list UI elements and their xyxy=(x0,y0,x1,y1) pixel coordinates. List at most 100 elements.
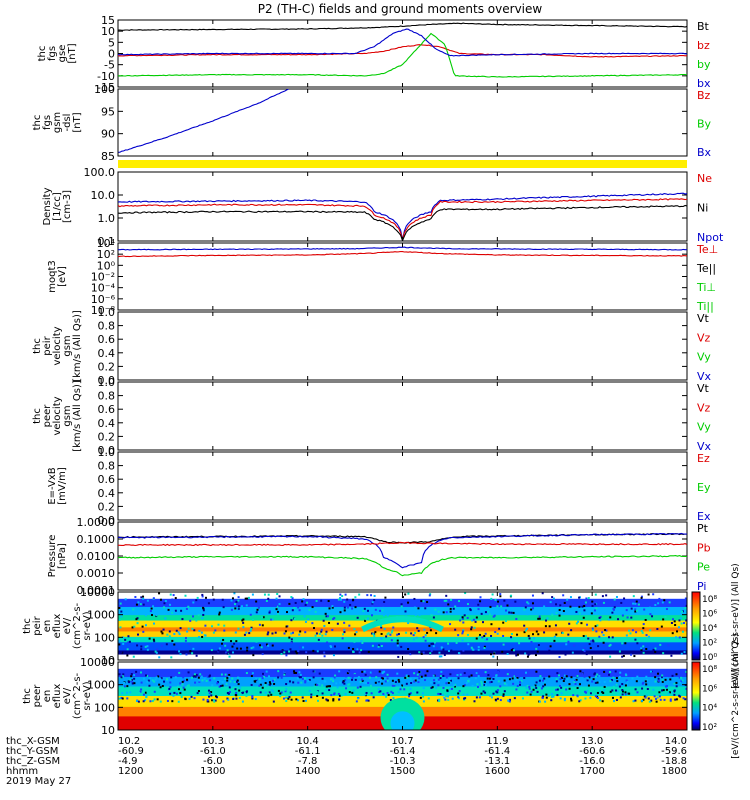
y-tick-label: 10⁻⁶ xyxy=(91,293,116,306)
y-tick-label: 10 xyxy=(101,724,115,737)
spectrogram-speckle xyxy=(430,686,433,689)
spectrogram-speckle xyxy=(601,631,604,634)
spectrogram-speckle xyxy=(461,617,464,620)
spectrogram-speckle xyxy=(449,602,452,605)
spectrogram-speckle xyxy=(582,635,585,638)
spectrogram-speckle xyxy=(159,598,162,601)
spectrogram-speckle xyxy=(265,670,268,673)
spectrogram-speckle xyxy=(351,678,354,681)
spectrogram-speckle xyxy=(484,671,487,674)
spectrogram-speckle xyxy=(447,603,450,606)
spectrogram-speckle xyxy=(246,688,249,691)
spectrogram-speckle xyxy=(285,625,288,628)
spectrogram-speckle xyxy=(539,685,542,688)
spectrogram-speckle xyxy=(570,676,573,679)
spectrogram-speckle xyxy=(669,675,672,678)
spectrogram-speckle xyxy=(591,604,594,607)
spectrogram-speckle xyxy=(655,675,658,678)
spectrogram-speckle xyxy=(283,688,286,691)
spectrogram-band xyxy=(118,686,687,697)
spectrogram-speckle xyxy=(139,690,142,693)
spectrogram-speckle xyxy=(462,629,465,632)
spectrogram-speckle xyxy=(435,632,438,635)
spectrogram-speckle xyxy=(584,601,587,604)
spectrogram-speckle xyxy=(576,694,579,697)
spectrogram-speckle xyxy=(626,680,629,683)
spectrogram-speckle xyxy=(578,612,581,615)
spectrogram-speckle xyxy=(565,674,568,677)
spectrogram-speckle xyxy=(484,638,487,641)
y-axis-label: Pressure xyxy=(47,535,58,578)
spectrogram-speckle xyxy=(209,679,212,682)
y-tick-label: 10 xyxy=(101,25,115,38)
spectrogram-speckle xyxy=(470,628,473,631)
spectrogram-speckle xyxy=(624,693,627,696)
spectrogram-speckle xyxy=(355,700,358,703)
spectrogram-speckle xyxy=(366,617,369,620)
spectrogram-speckle xyxy=(366,699,369,702)
spectrogram-speckle xyxy=(657,602,660,605)
spectrogram-speckle xyxy=(175,648,178,651)
spectrogram-speckle xyxy=(634,699,637,702)
spectrogram-speckle xyxy=(409,687,412,690)
spectrogram-speckle xyxy=(594,675,597,678)
spectrogram-speckle xyxy=(245,694,248,697)
spectrogram-speckle xyxy=(317,638,320,641)
spectrogram-speckle xyxy=(463,672,466,675)
spectrogram-speckle xyxy=(584,635,587,638)
spectrogram-speckle xyxy=(487,674,490,677)
spectrogram-speckle xyxy=(294,601,297,604)
series-line-Bx xyxy=(118,89,289,153)
spectrogram-speckle xyxy=(661,689,664,692)
spectrogram-speckle xyxy=(297,681,300,684)
spectrogram-speckle xyxy=(611,611,614,614)
spectrogram-speckle xyxy=(605,594,608,597)
spectrogram-speckle xyxy=(565,643,568,646)
spectrogram-speckle xyxy=(132,637,135,640)
spectrogram-speckle xyxy=(304,680,307,683)
spectrogram-speckle xyxy=(190,695,193,698)
spectrogram-speckle xyxy=(288,650,291,653)
x-axis-row-value: 1600 xyxy=(485,766,510,777)
spectrogram-speckle xyxy=(264,682,267,685)
spectrogram-speckle xyxy=(169,681,172,684)
spectrogram-speckle xyxy=(609,671,612,674)
spectrogram-speckle xyxy=(144,691,147,694)
spectrogram-speckle xyxy=(254,638,257,641)
spectrogram-speckle xyxy=(616,680,619,683)
spectrogram-speckle xyxy=(405,631,408,634)
spectrogram-speckle xyxy=(355,638,358,641)
spectrogram-speckle xyxy=(196,694,199,697)
spectrogram-speckle xyxy=(129,691,132,694)
spectrogram-speckle xyxy=(496,605,499,608)
spectrogram-speckle xyxy=(335,682,338,685)
spectrogram-speckle xyxy=(242,618,245,621)
spectrogram-speckle xyxy=(339,691,342,694)
spectrogram-speckle xyxy=(170,656,173,659)
spectrogram-speckle xyxy=(549,671,552,674)
spectrogram-speckle xyxy=(169,603,172,606)
spectrogram-speckle xyxy=(128,640,131,643)
spectrogram-speckle xyxy=(602,634,605,637)
spectrogram-speckle xyxy=(608,647,611,650)
spectrogram-speckle xyxy=(661,678,664,681)
spectrogram-speckle xyxy=(658,691,661,694)
spectrogram-speckle xyxy=(437,610,440,613)
spectrogram-speckle xyxy=(337,692,340,695)
spectrogram-speckle xyxy=(554,624,557,627)
spectrogram-speckle xyxy=(158,592,161,595)
spectrogram-speckle xyxy=(524,671,527,674)
spectrogram-speckle xyxy=(218,685,221,688)
spectrogram-speckle xyxy=(462,693,465,696)
spectrogram-speckle xyxy=(170,691,173,694)
spectrogram-speckle xyxy=(186,678,189,681)
spectrogram-speckle xyxy=(137,700,140,703)
spectrogram-speckle xyxy=(178,633,181,636)
spectrogram-speckle xyxy=(521,697,524,700)
spectrogram-speckle xyxy=(211,699,214,702)
spectrogram-speckle xyxy=(177,685,180,688)
spectrogram-speckle xyxy=(135,670,138,673)
spectrogram-speckle xyxy=(615,683,618,686)
spectrogram-speckle xyxy=(440,670,443,673)
spectrogram-speckle xyxy=(373,594,376,597)
